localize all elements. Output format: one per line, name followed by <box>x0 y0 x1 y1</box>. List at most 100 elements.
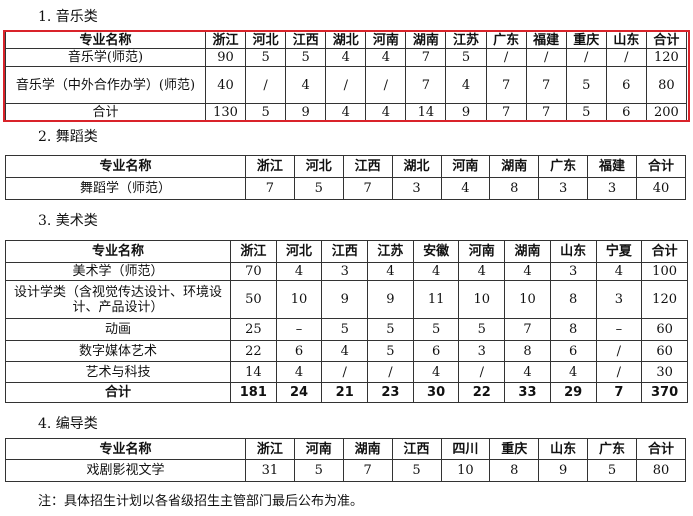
table-cell: 4 <box>504 262 551 281</box>
table-header-row: 专业名称 浙江 河南 湖南 江西 四川 重庆 山东 广东 合计 <box>5 438 686 460</box>
table-cell: 7 <box>342 177 393 200</box>
table-cell: / <box>565 48 607 67</box>
table-header-row: 专业名称 浙江 河北 江西 江苏 安徽 河南 湖南 山东 宁夏 合计 <box>5 240 688 263</box>
table-row: 动画 25–5 5 5 5 7 8–60 <box>5 318 688 341</box>
table-cell: 60 <box>641 340 688 362</box>
table-cell: 9 <box>367 280 414 319</box>
table-cell: / <box>458 361 506 383</box>
column-header: 重庆 <box>565 31 607 49</box>
column-header: 河南 <box>365 31 407 49</box>
table-cell: 5 <box>293 459 344 482</box>
table-cell: 4 <box>549 361 597 383</box>
column-header: 山东 <box>549 240 597 263</box>
row-label: 美术学（师范） <box>5 262 231 281</box>
table-cell: / <box>605 48 647 67</box>
table-row: 合计 130 5 9 4 4 14 9 7 7 5 6 200 <box>5 103 688 121</box>
table-cell: 4 <box>412 361 460 383</box>
column-header: 江苏 <box>367 240 414 263</box>
table-cell: – <box>275 318 323 341</box>
column-header: 江苏 <box>445 31 487 49</box>
section-title-directing: 4. 编导类 <box>38 416 98 432</box>
column-header: 合计 <box>641 240 688 263</box>
table-cell: / <box>367 361 414 383</box>
table-cell: 7 <box>405 66 447 104</box>
table-cell: 7 <box>525 66 567 104</box>
table-cell: 120 <box>641 280 688 319</box>
table-row: 戏剧影视文学 31 5 7 5 10 8 9 5 80 <box>5 459 686 482</box>
column-header: 河北 <box>245 31 287 49</box>
column-header: 湖南 <box>489 155 540 178</box>
row-label: 音乐学(师范) <box>5 48 206 67</box>
table-header-row: 专业名称 浙江 河北 江西 湖北 河南 湖南 江苏 广东 福建 重庆 山东 合计 <box>5 31 688 49</box>
table-cell: 3 <box>391 177 442 200</box>
table-cell: 30 <box>412 382 460 403</box>
section-title-music: 1. 音乐类 <box>38 9 98 25</box>
column-header: 合计 <box>636 155 686 178</box>
table-cell: 5 <box>245 103 287 121</box>
table-cell: 4 <box>445 66 487 104</box>
table-cell: 120 <box>645 48 688 67</box>
table-cell: 7 <box>405 48 447 67</box>
table-cell: 14 <box>405 103 447 121</box>
column-header: 湖南 <box>342 438 393 460</box>
table-row: 合计 181 24 21 23 30 22 33 29 7 370 <box>5 382 688 403</box>
table-cell: 8 <box>504 340 551 362</box>
table-cell: 5 <box>293 177 344 200</box>
directing-table: 专业名称 浙江 河南 湖南 江西 四川 重庆 山东 广东 合计 戏剧影视文学 31 5 7 5 10 8 9 5 80 <box>5 438 686 482</box>
column-header: 江西 <box>391 438 442 460</box>
column-header: 浙江 <box>230 240 277 263</box>
table-cell: 5 <box>445 48 487 67</box>
table-cell: 3 <box>595 280 643 319</box>
table-cell: 5 <box>285 48 327 67</box>
column-header: 重庆 <box>489 438 540 460</box>
row-label: 设计学类（含视觉传达设计、环境设计、产品设计） <box>5 280 231 319</box>
table-cell: 7 <box>504 318 551 341</box>
table-cell: 9 <box>445 103 487 121</box>
table-cell: 10 <box>504 280 551 319</box>
music-table: 专业名称 浙江 河北 江西 湖北 河南 湖南 江苏 广东 福建 重庆 山东 合计 音乐学(师范) 90 5 5 4… <box>5 31 688 121</box>
row-label: 合计 <box>5 103 206 121</box>
table-cell: 10 <box>458 280 506 319</box>
table-cell: 40 <box>204 66 247 104</box>
table-cell: 29 <box>549 382 597 403</box>
table-cell: 4 <box>458 262 506 281</box>
table-header-row: 专业名称 浙江 河北 江西 湖北 河南 湖南 广东 福建 合计 <box>5 155 686 178</box>
table-row: 美术学（师范） 70 4 3 4 4 4 4 3 4 100 <box>5 262 688 281</box>
table-cell: 8 <box>489 177 540 200</box>
row-label: 艺术与科技 <box>5 361 231 383</box>
table-cell: 181 <box>230 382 277 403</box>
table-cell: 6 <box>549 340 597 362</box>
table-cell: 4 <box>440 177 491 200</box>
table-cell: 90 <box>204 48 247 67</box>
row-label: 动画 <box>5 318 231 341</box>
column-header: 合计 <box>645 31 688 49</box>
table-cell: 7 <box>595 382 643 403</box>
table-cell: 80 <box>645 66 688 104</box>
table-cell: 6 <box>275 340 323 362</box>
table-cell: 4 <box>367 262 414 281</box>
table-cell: 200 <box>645 103 688 121</box>
table-cell: 22 <box>458 382 506 403</box>
table-cell: 4 <box>285 66 327 104</box>
table-cell: / <box>485 48 527 67</box>
row-label: 戏剧影视文学 <box>5 459 246 482</box>
table-cell: 5 <box>367 340 414 362</box>
table-cell: 4 <box>365 103 407 121</box>
column-header: 河南 <box>293 438 344 460</box>
row-label: 舞蹈学（师范） <box>5 177 246 200</box>
dance-table: 专业名称 浙江 河北 江西 湖北 河南 湖南 广东 福建 合计 舞蹈学（师范） 7 5 7 3 4 8 3 3 40 <box>5 155 686 200</box>
column-header: 福建 <box>587 155 637 178</box>
table-cell: 4 <box>325 48 367 67</box>
column-header: 湖南 <box>405 31 447 49</box>
table-cell: 5 <box>458 318 506 341</box>
column-header: 宁夏 <box>595 240 643 263</box>
table-cell: 3 <box>549 262 597 281</box>
column-header: 河北 <box>293 155 344 178</box>
table-cell: – <box>595 318 643 341</box>
table-cell: 33 <box>504 382 551 403</box>
table-row: 艺术与科技 14 4//4/4 4/30 <box>5 361 688 383</box>
table-cell: 7 <box>485 66 527 104</box>
table-cell: 9 <box>321 280 369 319</box>
table-cell: 11 <box>412 280 460 319</box>
table-row: 音乐学（中外合作办学）(师范) 40/4//7 4 7 7 5 6 80 <box>5 66 688 104</box>
